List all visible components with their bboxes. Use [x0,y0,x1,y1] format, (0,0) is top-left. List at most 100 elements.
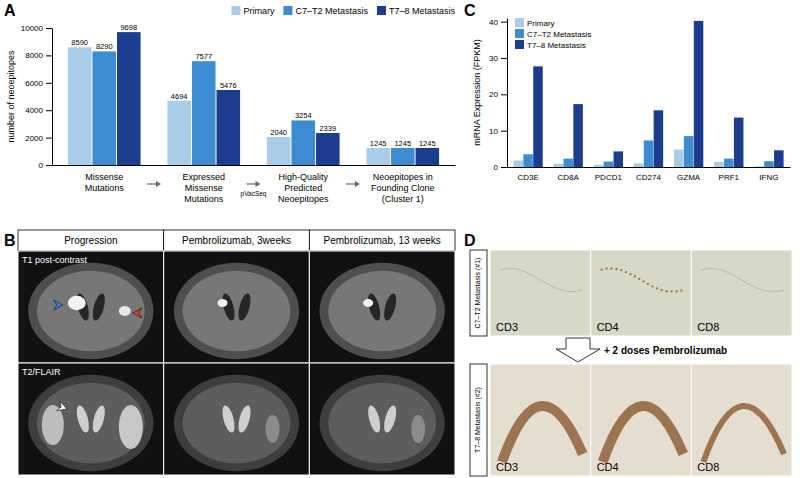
bar [594,165,604,167]
bar [754,166,764,167]
bar [391,148,415,165]
bar [366,148,390,165]
bars [513,21,783,167]
category-label: IFNG [759,173,778,182]
ventricle [236,292,253,322]
label-line: High-Quality [278,172,328,182]
row-label-box [470,250,487,336]
brain-tissue [37,383,145,464]
y-tick: 20 [489,90,507,99]
legend-swatch [515,40,524,49]
y-axis-title: number of neoepitopes [6,50,16,143]
panel-letter: B [4,232,16,249]
label-line: (Cluster 1) [382,194,424,204]
histology-image [591,250,692,336]
mri-image [18,251,164,363]
bars [68,32,439,165]
y-tick: 40 [489,18,507,27]
bar [724,159,734,167]
label-line: GZMA [677,173,701,182]
label-line: Mutations [184,194,224,204]
y-tick-mark [501,22,507,23]
legend-swatch [231,6,240,15]
category-label: PDCD1 [595,173,623,182]
category-label: Neoepitopes inFounding Clone(Cluster 1) [371,172,435,204]
y-tick-label: 8000 [25,51,43,60]
y-axis-title: mRNA Expression (FPKM) [472,39,482,146]
brain-tissue [37,271,145,352]
lesion [68,296,86,310]
stained-tissue [502,406,583,462]
brain [28,375,153,471]
tissue-texture [701,268,784,291]
y-tick: 10000 [21,24,52,33]
column-header: Pembrolizumab, 3weeks [182,235,291,246]
y-tick-mark [46,83,52,84]
y-tick: 8000 [25,51,52,60]
header-cell [18,230,164,251]
label-line: IFNG [759,173,778,182]
legend-label: T7–8 Metastasis [527,41,586,50]
bar [604,162,614,167]
label-line: PDCD1 [595,173,623,182]
mri-image [309,363,455,475]
y-tick: 30 [489,54,507,63]
category-label: MissenseMutations [85,172,125,193]
category-label: GZMA [677,173,701,182]
brain-tissue [183,271,291,352]
y-tick: 4000 [25,106,52,115]
ventricle [382,404,399,434]
stained-tissue [603,406,684,462]
bar [217,90,241,165]
legend-label: C7–T2 Metastasis [295,6,368,16]
stain-label: CD4 [597,461,619,473]
brain [174,263,299,359]
bar [192,61,216,165]
y-axis-line [507,19,508,168]
y-tick-mark [501,131,507,132]
tissue-texture [601,268,684,291]
bar [563,159,573,167]
ventricle [74,404,91,434]
brain-tissue [328,271,436,352]
stain-label: CD3 [496,321,518,333]
lesion [218,299,228,307]
y-tick-label: 10000 [21,24,44,33]
y-tick-mark [46,110,52,111]
category-label: PRF1 [719,173,740,182]
category-label: CD3E [517,173,538,182]
y-tick-mark [46,55,52,56]
bar [654,110,664,167]
panel-letter: D [464,232,476,249]
bar [291,120,315,165]
pointer-arrow [133,308,142,318]
label-line: CD3E [517,173,538,182]
histology-image [490,250,591,336]
y-tick: 2000 [25,134,52,143]
row-label: T2/FLAIR [22,367,61,377]
legend-swatch [515,29,524,38]
brain-tissue [183,383,291,464]
y-tick: 10 [489,127,507,136]
flair-signal [411,415,425,443]
brain [174,375,299,471]
bar [684,136,694,167]
mri-image [18,363,164,475]
bar [674,150,684,167]
y-tick-label: 40 [489,18,498,27]
data-label: 2040 [270,128,287,137]
data-label: 7577 [195,52,212,61]
lesion [363,299,373,307]
y-tick: 0 [494,163,507,172]
histology-image [490,364,591,476]
category-label: High-QualityPredictedNeoepitopes [278,172,329,204]
data-label: 8290 [96,42,113,51]
y-tick-label: 0 [494,163,499,172]
label-line: PRF1 [719,173,740,182]
y-tick-label: 6000 [25,79,43,88]
ventricle [90,292,107,322]
y-tick-mark [501,58,507,59]
legend-label: Primary [243,6,274,16]
data-label: 4694 [171,92,188,101]
header-cell [164,230,310,251]
